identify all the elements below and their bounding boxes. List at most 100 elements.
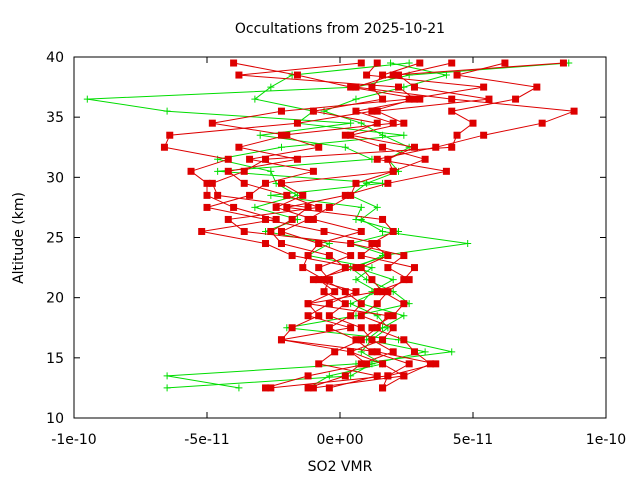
data-point xyxy=(347,83,355,91)
data-point xyxy=(309,215,317,223)
data-point xyxy=(400,252,408,260)
data-point xyxy=(341,372,349,380)
data-point xyxy=(352,83,360,91)
data-point xyxy=(357,300,365,308)
data-point xyxy=(384,252,392,260)
data-point xyxy=(235,71,243,79)
data-point xyxy=(325,312,333,320)
data-point xyxy=(214,167,222,175)
y-tick-label: 15 xyxy=(46,351,64,367)
data-point xyxy=(357,59,365,67)
data-point xyxy=(400,276,408,284)
data-point xyxy=(347,312,355,320)
y-tick-label: 30 xyxy=(46,170,64,186)
data-point xyxy=(235,143,243,151)
y-tick-label: 20 xyxy=(46,291,64,307)
data-point xyxy=(405,360,413,368)
data-point xyxy=(320,276,328,284)
data-point xyxy=(293,155,301,163)
data-point xyxy=(389,119,397,127)
data-point xyxy=(325,203,333,211)
data-point xyxy=(246,191,254,199)
plot-frame xyxy=(73,56,607,419)
data-point xyxy=(315,312,323,320)
data-point xyxy=(347,324,355,332)
data-point xyxy=(512,95,520,103)
x-tick-label: -1e-10 xyxy=(51,432,96,448)
data-point xyxy=(277,143,285,151)
data-point xyxy=(341,191,349,199)
data-point xyxy=(501,59,509,67)
data-point xyxy=(347,348,355,356)
data-point xyxy=(373,288,381,296)
data-point xyxy=(373,348,381,356)
data-point xyxy=(262,215,270,223)
data-point xyxy=(416,59,424,67)
data-point xyxy=(304,215,312,223)
data-point xyxy=(208,119,216,127)
data-point xyxy=(256,131,264,139)
data-point xyxy=(410,83,418,91)
data-point xyxy=(347,131,355,139)
data-point xyxy=(163,384,171,392)
data-point xyxy=(267,384,275,392)
series-line xyxy=(87,62,569,389)
data-point xyxy=(379,71,387,79)
data-point xyxy=(373,59,381,67)
data-point xyxy=(368,107,376,115)
data-point xyxy=(198,227,206,235)
data-point xyxy=(357,252,365,260)
data-point xyxy=(160,143,168,151)
data-point xyxy=(325,372,333,380)
data-point xyxy=(347,252,355,260)
data-point xyxy=(480,83,488,91)
data-point xyxy=(357,227,365,235)
data-point xyxy=(224,215,232,223)
data-point xyxy=(357,203,365,211)
data-point xyxy=(400,300,408,308)
data-point xyxy=(341,131,349,139)
data-point xyxy=(421,348,429,356)
data-point xyxy=(288,324,296,332)
data-point xyxy=(448,95,456,103)
data-point xyxy=(453,71,461,79)
data-point xyxy=(352,179,360,187)
data-point xyxy=(368,83,376,91)
data-point xyxy=(400,131,408,139)
data-point xyxy=(341,264,349,272)
data-point xyxy=(240,179,248,187)
data-point xyxy=(410,95,418,103)
data-point xyxy=(208,179,216,187)
data-point xyxy=(416,95,424,103)
data-point xyxy=(373,240,381,248)
data-point xyxy=(277,336,285,344)
data-point xyxy=(304,372,312,380)
data-point xyxy=(293,119,301,127)
series-line xyxy=(211,62,539,389)
data-point xyxy=(293,71,301,79)
data-point xyxy=(363,360,371,368)
ticks-layer: -1e-10 -5e-11 0e+00 5e-11 1e-10 10 15 20 25 30 35 4… xyxy=(46,50,626,448)
data-point xyxy=(448,143,456,151)
data-point xyxy=(357,324,365,332)
data-point xyxy=(395,83,403,91)
data-point xyxy=(262,179,270,187)
data-point xyxy=(341,300,349,308)
data-point xyxy=(384,155,392,163)
x-axis-label: SO2 VMR xyxy=(308,459,373,475)
data-point xyxy=(230,203,238,211)
data-point xyxy=(283,131,291,139)
data-point xyxy=(304,384,312,392)
data-point xyxy=(230,59,238,67)
data-point xyxy=(352,264,360,272)
data-point xyxy=(304,312,312,320)
data-point xyxy=(389,312,397,320)
data-point xyxy=(262,240,270,248)
data-point xyxy=(320,288,328,296)
data-point xyxy=(379,360,387,368)
data-point xyxy=(246,155,254,163)
series-line xyxy=(270,62,427,389)
data-point xyxy=(379,143,387,151)
data-point xyxy=(357,360,365,368)
data-point xyxy=(464,240,472,248)
